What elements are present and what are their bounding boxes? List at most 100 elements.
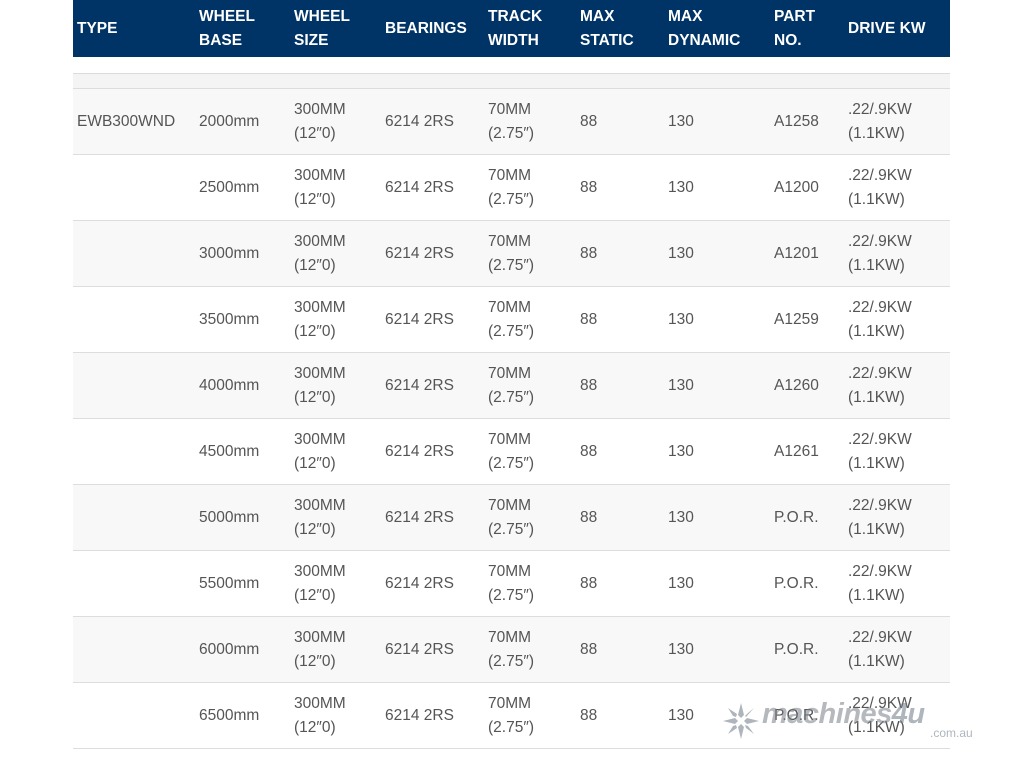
table-row: 4000mm 300MM (12″0) 6214 2RS 70MM (2.75″) 88 13… (73, 352, 950, 419)
cell-bearings: 6214 2RS (385, 376, 454, 394)
cell-type (73, 683, 195, 749)
cell-max-dynamic: 130 (668, 112, 694, 130)
column-header: TYPE (73, 0, 195, 57)
column-header: MAX STATIC (576, 0, 664, 57)
cell-type (73, 221, 195, 287)
cell-line: (2.75″) (488, 124, 534, 142)
cell-bearings: 6214 2RS (385, 112, 454, 130)
cell-line: 70MM (488, 628, 532, 646)
cell-type (73, 551, 195, 617)
cell-line: (1.1KW) (848, 520, 905, 538)
cell-bearings: 6214 2RS (385, 706, 454, 724)
cell-type (73, 617, 195, 683)
cell-max-static: 88 (580, 442, 598, 460)
cell-line: .22/.9KW (848, 694, 912, 712)
cell-max-dynamic: 130 (668, 178, 694, 196)
cell-wheel-size: 300MM (12″0) (290, 551, 381, 617)
cell-max-static: 88 (580, 706, 598, 724)
cell-line: .22/.9KW (848, 100, 912, 118)
cell-line: (1.1KW) (848, 388, 905, 406)
table-row: 2500mm 300MM (12″0) 6214 2RS 70MM (2.75″) 88 13… (73, 154, 950, 221)
table-header-row: TYPE WHEEL BASE WHEEL SIZE BEARINGS TRACK WIDTH… (73, 0, 950, 57)
column-header: DRIVE KW (844, 0, 950, 57)
cell-bearings: 6214 2RS (385, 508, 454, 526)
cell-line: (1.1KW) (848, 124, 905, 142)
cell-wheel-base: 6500mm (199, 706, 260, 724)
cell-line: (12″0) (294, 190, 336, 208)
cell-drive-kw: .22/.9KW (1.1KW) (844, 419, 950, 485)
column-header-line: BEARINGS (385, 19, 467, 37)
column-header-line: WHEEL (199, 7, 255, 25)
column-header-line: TYPE (77, 19, 118, 37)
cell-wheel-base: 6000mm (199, 640, 260, 658)
cell-drive-kw: .22/.9KW (1.1KW) (844, 353, 950, 419)
cell-wheel-size: 300MM (12″0) (290, 617, 381, 683)
cell-wheel-size: 300MM (12″0) (290, 287, 381, 353)
cell-line: 300MM (294, 562, 346, 580)
cell-bearings: 6214 2RS (385, 442, 454, 460)
cell-line: (1.1KW) (848, 652, 905, 670)
table-gap-cell (73, 57, 950, 74)
cell-line: .22/.9KW (848, 298, 912, 316)
cell-drive-kw: .22/.9KW (1.1KW) (844, 485, 950, 551)
column-header-line: NO. (774, 31, 802, 49)
cell-part-no: P.O.R. (774, 574, 819, 592)
cell-line: (1.1KW) (848, 454, 905, 472)
cell-line: 70MM (488, 364, 532, 382)
cell-line: 300MM (294, 430, 346, 448)
cell-line: 300MM (294, 694, 346, 712)
table-row: 6500mm 300MM (12″0) 6214 2RS 70MM (2.75″) 88 13… (73, 682, 950, 749)
cell-part-no: A1258 (774, 112, 819, 130)
cell-line: 70MM (488, 166, 532, 184)
cell-track-width: 70MM (2.75″) (484, 155, 576, 221)
cell-max-static: 88 (580, 244, 598, 262)
cell-drive-kw: .22/.9KW (1.1KW) (844, 155, 950, 221)
cell-type (73, 419, 195, 485)
cell-line: (12″0) (294, 652, 336, 670)
cell-max-static: 88 (580, 112, 598, 130)
cell-line: (1.1KW) (848, 190, 905, 208)
cell-line: 300MM (294, 628, 346, 646)
cell-line: .22/.9KW (848, 364, 912, 382)
cell-drive-kw: .22/.9KW (1.1KW) (844, 287, 950, 353)
cell-wheel-size: 300MM (12″0) (290, 221, 381, 287)
column-header-line: SIZE (294, 31, 329, 49)
cell-line: (2.75″) (488, 454, 534, 472)
cell-wheel-base: 4000mm (199, 376, 260, 394)
cell-track-width: 70MM (2.75″) (484, 89, 576, 155)
cell-line: (12″0) (294, 454, 336, 472)
cell-wheel-base: 2500mm (199, 178, 260, 196)
cell-line: 300MM (294, 166, 346, 184)
cell-wheel-base: 5500mm (199, 574, 260, 592)
cell-wheel-base: 4500mm (199, 442, 260, 460)
cell-part-no: P.O.R. (774, 508, 819, 526)
cell-type: EWB300WND (77, 112, 176, 130)
cell-line: .22/.9KW (848, 628, 912, 646)
cell-wheel-size: 300MM (12″0) (290, 419, 381, 485)
table-body: EWB300WND 2000mm 300MM (12″0) 6214 2RS 70MM (2… (73, 57, 950, 749)
cell-line: 70MM (488, 100, 532, 118)
cell-line: 70MM (488, 496, 532, 514)
column-header-line: PART (774, 7, 816, 25)
cell-drive-kw: .22/.9KW (1.1KW) (844, 89, 950, 155)
cell-line: (12″0) (294, 124, 336, 142)
cell-line: 70MM (488, 562, 532, 580)
cell-line: (2.75″) (488, 718, 534, 736)
table-row: 6000mm 300MM (12″0) 6214 2RS 70MM (2.75″) 88 13… (73, 616, 950, 683)
column-header: BEARINGS (381, 0, 484, 57)
cell-line: 70MM (488, 232, 532, 250)
cell-line: (12″0) (294, 586, 336, 604)
cell-line: 300MM (294, 298, 346, 316)
cell-max-static: 88 (580, 178, 598, 196)
column-header-line: STATIC (580, 31, 634, 49)
cell-max-static: 88 (580, 574, 598, 592)
cell-line: .22/.9KW (848, 562, 912, 580)
cell-line: .22/.9KW (848, 232, 912, 250)
cell-track-width: 70MM (2.75″) (484, 683, 576, 749)
cell-max-static: 88 (580, 310, 598, 328)
cell-max-static: 88 (580, 508, 598, 526)
table-row: 3500mm 300MM (12″0) 6214 2RS 70MM (2.75″) 88 13… (73, 286, 950, 353)
column-header-line: MAX (668, 7, 703, 25)
cell-track-width: 70MM (2.75″) (484, 617, 576, 683)
cell-line: 300MM (294, 232, 346, 250)
